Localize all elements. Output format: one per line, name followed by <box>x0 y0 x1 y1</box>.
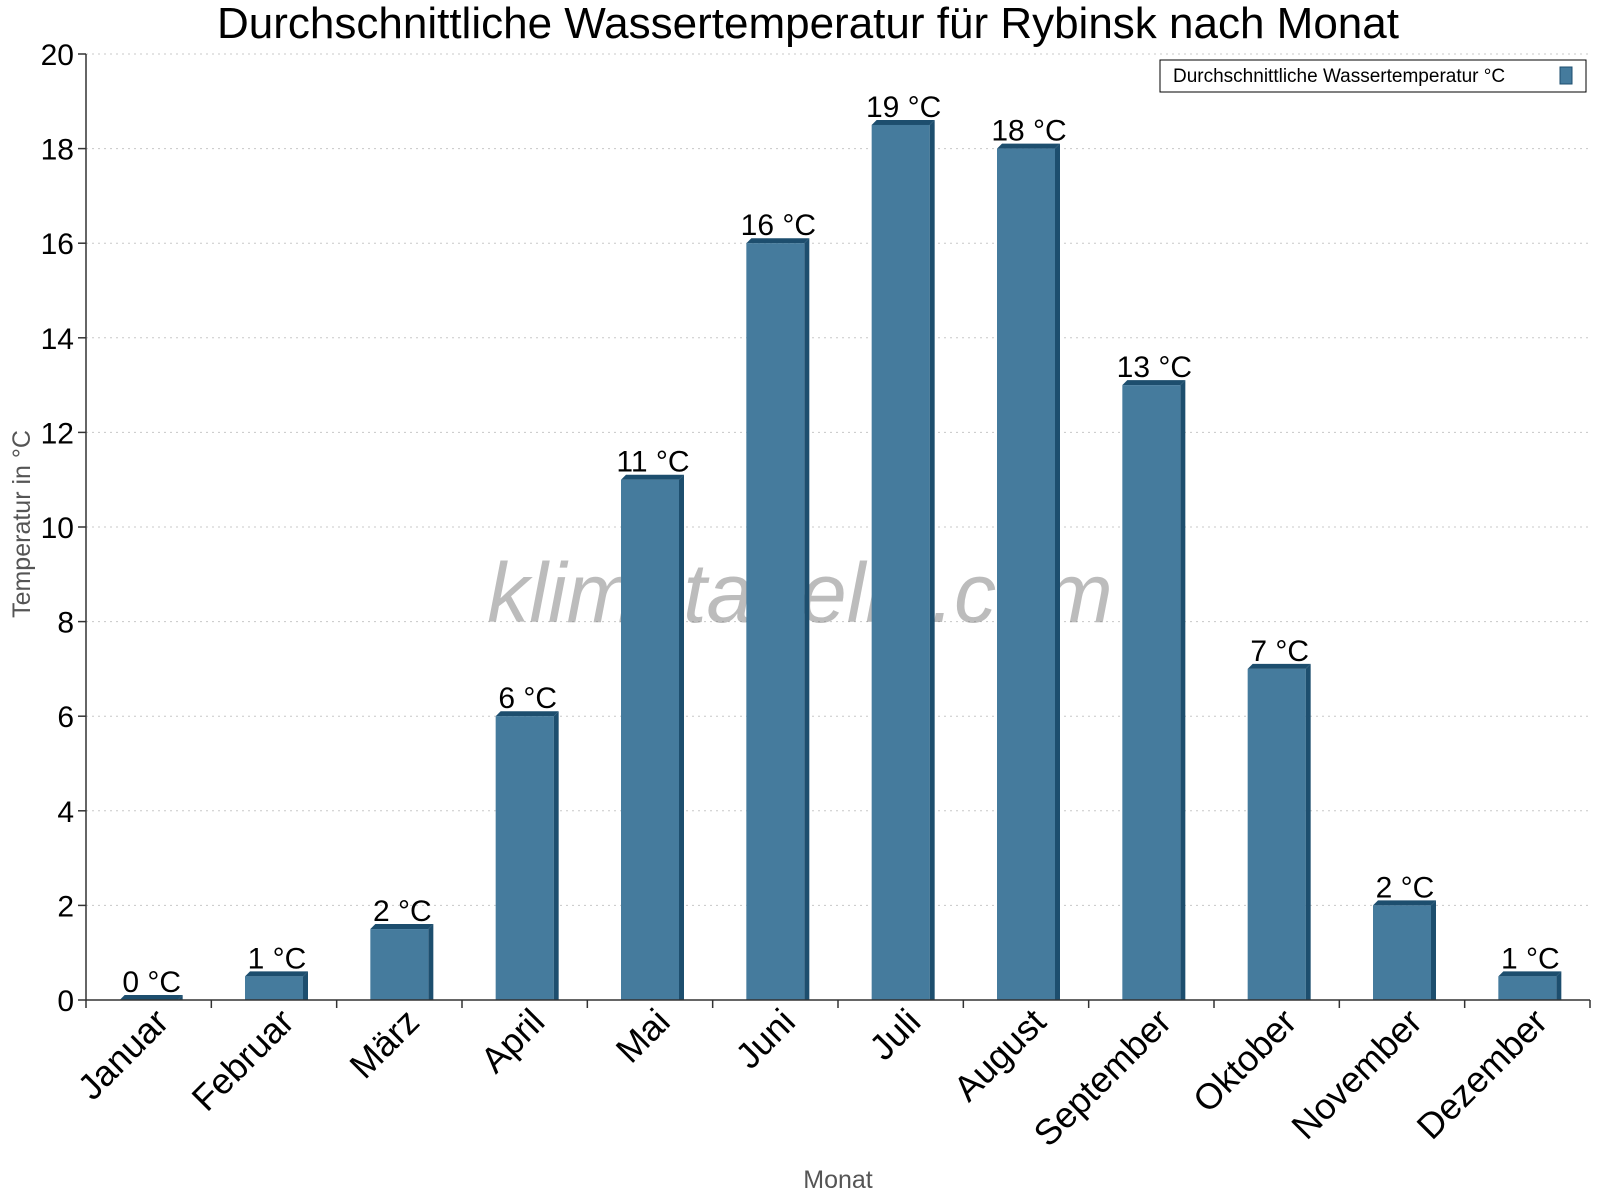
bar <box>621 479 679 1000</box>
bar-top <box>997 143 1060 149</box>
legend-label: Durchschnittliche Wassertemperatur °C <box>1173 66 1505 87</box>
data-label: 18 °C <box>991 115 1066 148</box>
bar-top <box>119 995 183 1000</box>
bar-september <box>1122 380 1186 1001</box>
bar-top <box>495 711 559 717</box>
data-label: 1 °C <box>1501 942 1560 975</box>
bar <box>746 243 805 1000</box>
y-axis-title: Temperatur in °C <box>8 430 36 618</box>
legend-box <box>1159 59 1587 93</box>
bar-side <box>929 119 935 1000</box>
bar-november <box>1373 900 1436 1000</box>
bar-side <box>1556 971 1562 1000</box>
bar-top <box>746 238 810 244</box>
bar <box>997 148 1055 1001</box>
bar-top <box>871 119 935 125</box>
bar-mai <box>621 474 684 1000</box>
bar <box>245 976 303 1000</box>
y-tick-label: 0 <box>57 985 74 1018</box>
x-tick-label: September <box>1025 1001 1179 1155</box>
y-tick-label: 2 <box>57 890 74 923</box>
bar <box>1247 668 1306 1000</box>
bar-side <box>303 971 308 1000</box>
bar <box>1373 905 1431 1000</box>
bar-top <box>1498 971 1562 977</box>
grid-layer <box>86 53 1590 906</box>
bar-april <box>495 711 559 1000</box>
data-label: 1 °C <box>248 942 307 975</box>
bar-juni <box>746 238 810 1000</box>
chart-title: Durchschnittliche Wassertemperatur für R… <box>217 0 1399 48</box>
x-tick-label: Oktober <box>1185 1001 1305 1121</box>
bar-märz <box>370 924 434 1000</box>
data-label: 6 °C <box>498 682 557 715</box>
bar-top <box>621 474 684 480</box>
legend-swatch <box>1559 66 1573 85</box>
data-label: 2 °C <box>1376 871 1435 904</box>
y-tick-label: 6 <box>57 701 74 734</box>
bar-oktober <box>1247 663 1311 1000</box>
x-tick-label: Mai <box>608 1001 678 1071</box>
data-label: 2 °C <box>373 895 432 928</box>
x-tick-label: Juli <box>861 1001 928 1068</box>
legend: Durchschnittliche Wassertemperatur °C <box>1159 59 1587 93</box>
x-tick-label: Dezember <box>1409 1001 1555 1147</box>
bar-side <box>1431 900 1436 1000</box>
x-tick-label: Januar <box>69 1001 176 1108</box>
x-tick-label: April <box>472 1001 552 1081</box>
bar <box>871 124 930 1000</box>
bar-top <box>245 971 308 977</box>
bar-side <box>1055 143 1060 1001</box>
bar <box>370 929 429 1000</box>
x-tick-label: März <box>341 1001 427 1087</box>
bar-side <box>804 238 810 1000</box>
y-tick-label: 16 <box>41 228 74 261</box>
x-tick-label: Juni <box>727 1001 803 1077</box>
y-tick-label: 4 <box>57 796 74 829</box>
bar <box>1122 385 1181 1001</box>
axes-layer: 0 2 4 6 8 10 12 14 16 18 20 <box>41 39 1591 1018</box>
x-axis-title: Monat <box>803 1166 873 1194</box>
bar-juli <box>871 119 935 1000</box>
y-tick-label: 18 <box>41 134 74 167</box>
data-label: 19 °C <box>866 91 941 124</box>
bar <box>495 716 554 1000</box>
bar-top <box>1247 663 1311 669</box>
bar <box>1498 976 1557 1000</box>
bar-side <box>679 474 684 1000</box>
data-label: 13 °C <box>1117 351 1192 384</box>
bar-januar <box>119 995 183 1000</box>
x-tick-label: August <box>945 1001 1053 1109</box>
y-tick-label: 14 <box>41 323 74 356</box>
y-tick-label: 8 <box>57 607 74 640</box>
bar-side <box>428 924 434 1000</box>
data-label: 0 °C <box>122 966 181 999</box>
bar-side <box>1180 380 1186 1001</box>
bar-top <box>1122 380 1186 386</box>
bar-dezember <box>1498 971 1562 1000</box>
data-label: 16 °C <box>741 209 816 242</box>
data-label: 7 °C <box>1250 635 1309 668</box>
x-tick-label: November <box>1283 1001 1429 1147</box>
bar-top <box>370 924 434 930</box>
y-tick-label: 10 <box>41 512 74 545</box>
bars-layer <box>119 119 1562 1001</box>
bar-februar <box>245 971 308 1000</box>
data-label: 11 °C <box>616 446 689 479</box>
x-tick-label: Februar <box>184 1001 302 1119</box>
bar-august <box>997 143 1060 1001</box>
y-tick-label: 20 <box>41 39 74 72</box>
bar-side <box>1305 663 1311 1000</box>
bar-top <box>1373 900 1436 906</box>
bar-side <box>553 711 559 1000</box>
y-tick-label: 12 <box>41 417 74 450</box>
